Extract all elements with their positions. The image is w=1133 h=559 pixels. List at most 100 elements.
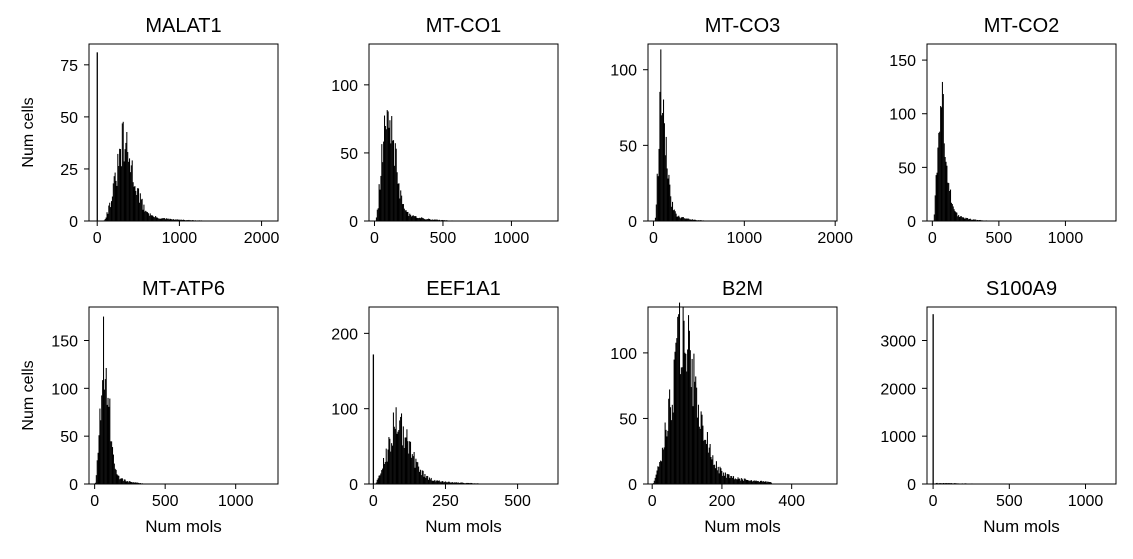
- histogram-bar: [460, 482, 462, 484]
- histogram-bar: [748, 480, 750, 484]
- histogram-bar: [470, 482, 472, 484]
- y-axis-label: Num cells: [20, 97, 37, 167]
- histogram-bar: [397, 431, 399, 484]
- histogram-bar: [125, 142, 127, 221]
- histogram-bar: [152, 215, 154, 221]
- histogram-bar: [753, 480, 755, 484]
- histogram-bar: [677, 316, 679, 484]
- histogram-bar: [751, 480, 753, 484]
- y-tick-label: 100: [889, 107, 916, 124]
- histogram-bar: [412, 456, 414, 484]
- histogram-bar: [669, 184, 671, 221]
- histogram-bar: [386, 110, 388, 221]
- histogram-bar: [733, 476, 735, 484]
- histogram-bar: [697, 417, 699, 484]
- histogram-bar: [726, 473, 728, 484]
- histogram-bar: [128, 482, 130, 484]
- histogram-bar: [452, 482, 454, 484]
- histogram-bar: [376, 209, 378, 221]
- histogram-bar: [379, 189, 381, 221]
- histogram-bar: [423, 218, 425, 221]
- histogram-bar: [425, 219, 427, 221]
- histogram-bar: [415, 458, 417, 484]
- histogram-bar: [724, 472, 726, 484]
- y-tick-label: 50: [60, 110, 78, 127]
- histogram-bar: [656, 470, 658, 484]
- histogram-bar: [148, 215, 150, 221]
- histogram-bar: [136, 482, 138, 484]
- histogram-bar: [378, 184, 380, 221]
- histogram-bar: [394, 428, 396, 484]
- histogram-bar: [108, 406, 110, 484]
- histogram-bar: [398, 430, 400, 484]
- histogram-bar: [707, 452, 709, 484]
- histogram-bar: [126, 481, 128, 484]
- histogram-bar: [121, 478, 123, 484]
- histogram-bar: [402, 426, 404, 484]
- histogram-bar: [165, 219, 167, 221]
- histogram-bar: [106, 212, 108, 221]
- y-tick-label: 100: [610, 346, 637, 363]
- histogram-bar: [174, 219, 176, 221]
- histogram-bar: [677, 216, 679, 221]
- histogram-bar: [961, 217, 963, 221]
- histogram-bar: [159, 218, 161, 221]
- histogram-bar: [162, 218, 164, 221]
- histogram-bar: [99, 408, 101, 484]
- histogram-bar: [158, 218, 160, 221]
- y-tick-label: 50: [619, 411, 637, 428]
- histogram-bar: [668, 398, 670, 484]
- histogram-bar: [167, 218, 169, 221]
- histogram-bar: [151, 215, 153, 221]
- x-tick-label: 500: [504, 493, 531, 510]
- x-tick-label: 0: [93, 230, 102, 247]
- histogram-bar: [690, 219, 692, 221]
- histogram-bar: [128, 161, 130, 221]
- histogram-bar: [111, 196, 113, 221]
- histogram-bar: [387, 111, 389, 221]
- histogram-bar: [399, 420, 401, 484]
- histogram-bar: [945, 161, 947, 221]
- histogram-bar: [392, 140, 394, 221]
- histogram-spike-bar: [372, 354, 375, 484]
- histogram-bar: [123, 479, 125, 484]
- x-tick-label: 500: [996, 493, 1023, 510]
- histogram-bar: [975, 219, 977, 221]
- histogram-bar: [398, 183, 400, 221]
- histogram-bar: [663, 123, 665, 221]
- histogram-bar: [728, 474, 730, 484]
- histogram-bar: [393, 426, 395, 484]
- histogram-bar: [740, 480, 742, 484]
- histogram-bar: [105, 217, 107, 221]
- histogram-bar: [970, 219, 972, 221]
- histogram-bar: [725, 477, 727, 484]
- histogram-bar: [385, 129, 387, 221]
- histogram-bar: [169, 218, 171, 221]
- histogram-bar: [760, 480, 762, 484]
- histogram-bar: [383, 463, 385, 484]
- histogram-bar: [669, 389, 671, 484]
- histogram-bar: [103, 316, 105, 484]
- histogram-bar: [380, 175, 382, 221]
- axes-frame: [368, 43, 559, 222]
- histogram-bar: [396, 172, 398, 221]
- histogram-bar: [658, 466, 660, 484]
- histogram-bar: [389, 438, 391, 484]
- histogram-bar: [392, 445, 394, 484]
- histogram-bar: [765, 481, 767, 484]
- histogram-bar: [445, 481, 447, 484]
- histogram-bar: [414, 216, 416, 221]
- histogram-bar: [676, 338, 678, 484]
- histogram-bar: [688, 218, 690, 221]
- histogram-bar: [405, 210, 407, 221]
- histogram-bar: [403, 208, 405, 221]
- histogram-bar: [941, 107, 943, 221]
- histogram-bar: [682, 306, 684, 484]
- histogram-bar: [956, 212, 958, 221]
- histogram-bar: [964, 218, 966, 221]
- histogram-bar: [157, 218, 159, 221]
- histogram-bar: [149, 213, 151, 221]
- x-tick-label: 500: [986, 230, 1013, 247]
- histogram-bar: [421, 217, 423, 221]
- histogram-bar: [679, 217, 681, 221]
